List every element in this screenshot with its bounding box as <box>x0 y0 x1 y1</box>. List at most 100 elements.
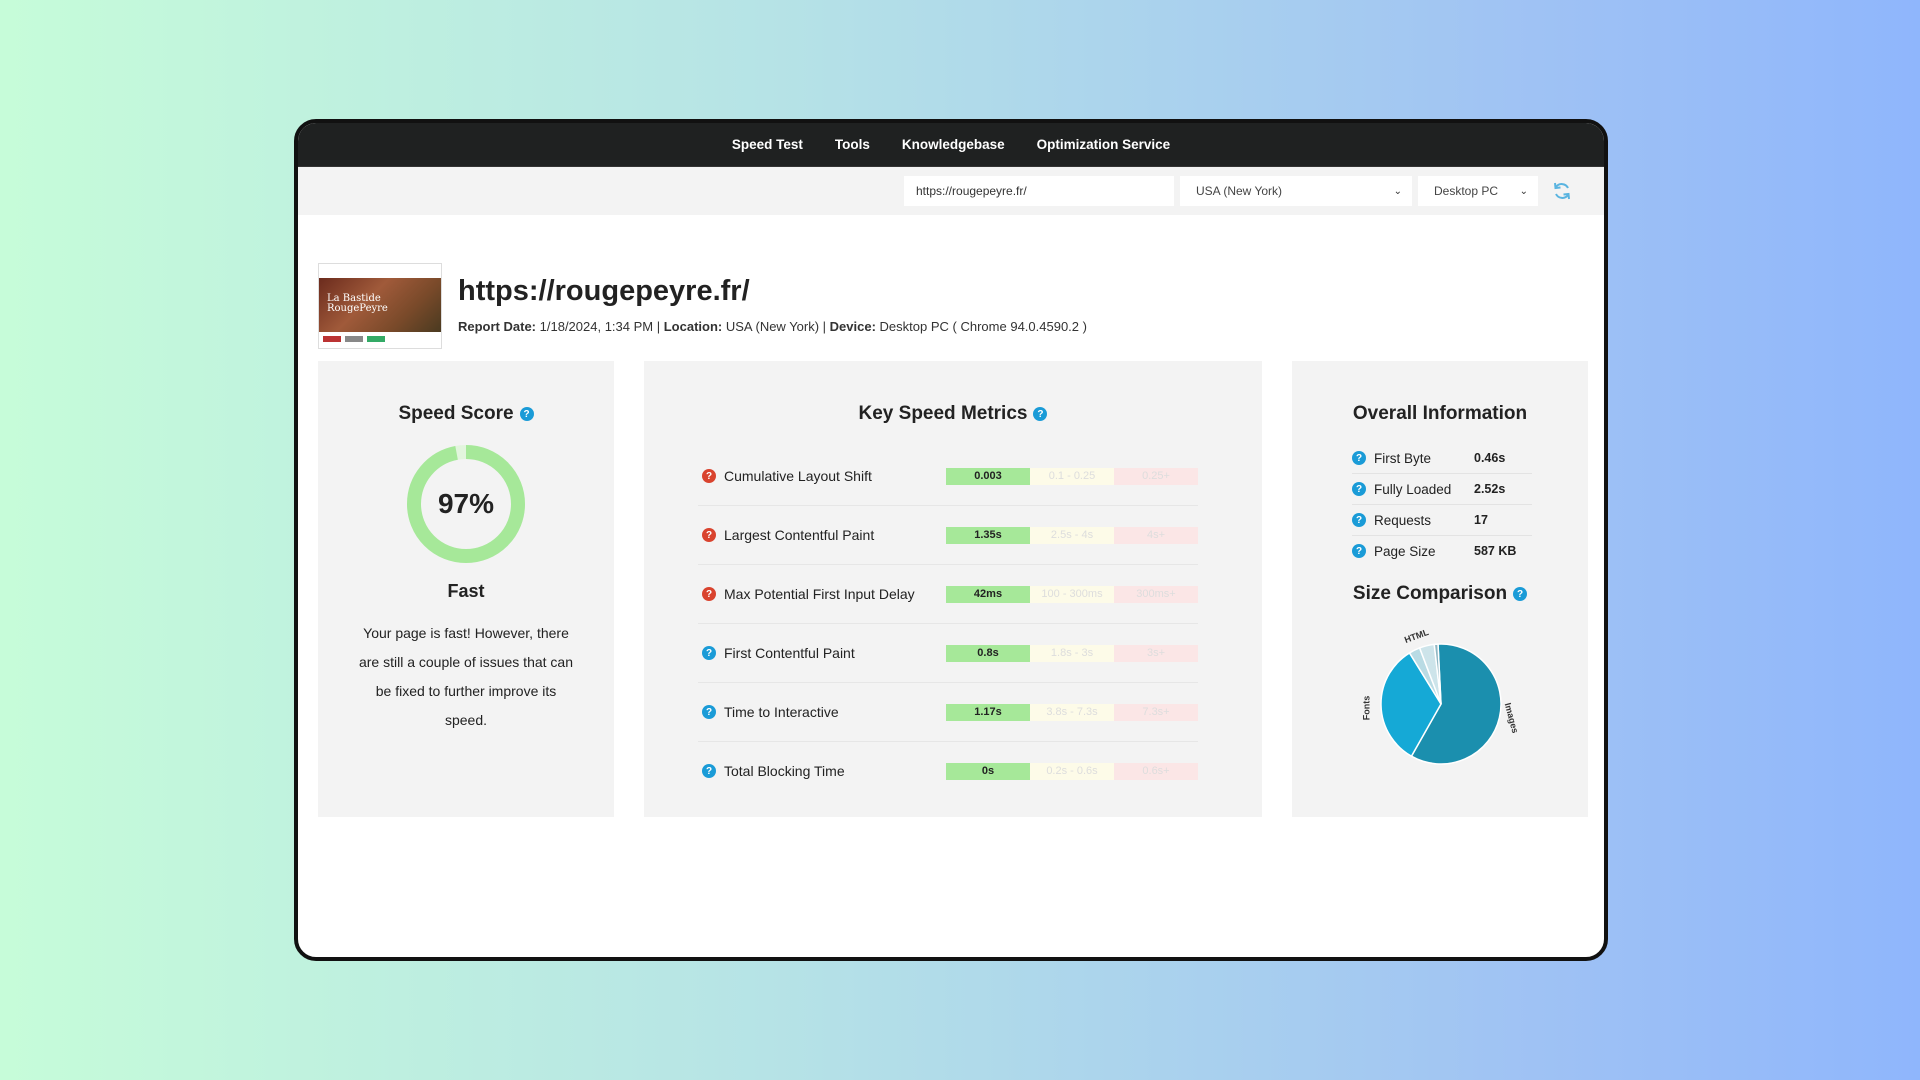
report-date-label: Report Date: <box>458 319 537 334</box>
size-comparison-title: Size Comparison ? <box>1292 583 1588 605</box>
help-icon[interactable]: ? <box>702 764 716 778</box>
top-navigation: Speed Test Tools Knowledgebase Optimizat… <box>298 123 1604 167</box>
size-comparison-title-text: Size Comparison <box>1352 583 1508 604</box>
info-row: ? Page Size 587 KB <box>1352 536 1532 566</box>
metric-mid-range: 0.2s - 0.6s <box>1030 762 1114 780</box>
key-metrics-card: Key Speed Metrics ? ? Cumulative Layout … <box>644 361 1262 817</box>
speed-score-title: Speed Score ? <box>318 403 614 425</box>
help-icon[interactable]: ? <box>519 407 534 421</box>
metric-bar: 1.35s 2.5s - 4s 4s+ <box>946 526 1198 544</box>
key-metrics-title: Key Speed Metrics ? <box>644 403 1262 425</box>
metric-value: 0.003 <box>946 467 1030 485</box>
metric-value: 42ms <box>946 585 1030 603</box>
report-location: USA (New York) <box>725 319 820 334</box>
metric-row: ? Largest Contentful Paint 1.35s 2.5s - … <box>698 506 1198 565</box>
location-select-value: USA (New York) <box>1196 184 1283 198</box>
metric-bad-range: 4s+ <box>1114 526 1198 544</box>
metric-value: 1.17s <box>946 703 1030 721</box>
help-icon[interactable]: ? <box>1352 513 1366 527</box>
report-date: 1/18/2024, 1:34 PM <box>539 319 654 334</box>
metric-bar: 0.8s 1.8s - 3s 3s+ <box>946 644 1198 662</box>
metric-name: Time to Interactive <box>724 704 839 720</box>
info-row: ? Requests 17 <box>1352 505 1532 536</box>
report-meta: Report Date: 1/18/2024, 1:34 PM | Locati… <box>458 319 1087 334</box>
info-label: First Byte <box>1374 450 1432 466</box>
info-label: Page Size <box>1374 543 1436 559</box>
help-icon[interactable]: ? <box>702 528 716 542</box>
metric-row: ? First Contentful Paint 0.8s 1.8s - 3s … <box>698 624 1198 683</box>
help-icon[interactable]: ? <box>702 646 716 660</box>
help-icon[interactable]: ? <box>1352 451 1366 465</box>
nav-tools[interactable]: Tools <box>834 137 870 152</box>
help-icon[interactable]: ? <box>1352 482 1366 496</box>
help-icon[interactable]: ? <box>702 469 716 483</box>
chevron-down-icon: ⌄ <box>1393 185 1402 197</box>
metric-mid-range: 0.1 - 0.25 <box>1030 467 1114 485</box>
thumbnail-caption: La Bastide RougePeyre <box>327 293 388 314</box>
url-input[interactable] <box>904 176 1174 206</box>
metric-bad-range: 7.3s+ <box>1114 703 1198 721</box>
metric-mid-range: 3.8s - 7.3s <box>1030 703 1114 721</box>
nav-optimization-service[interactable]: Optimization Service <box>1036 137 1171 152</box>
help-icon[interactable]: ? <box>1352 544 1366 558</box>
metric-name: Largest Contentful Paint <box>724 527 875 543</box>
speed-description: Your page is fast! However, there are st… <box>358 625 573 728</box>
speed-grade: Fast <box>447 581 485 601</box>
site-thumbnail: La Bastide RougePeyre <box>318 263 442 349</box>
metric-name: Total Blocking Time <box>724 763 845 779</box>
metric-row: ? Max Potential First Input Delay 42ms 1… <box>698 565 1198 624</box>
device-select[interactable]: Desktop PC ⌄ <box>1418 176 1538 206</box>
metric-bad-range: 3s+ <box>1114 644 1198 662</box>
overall-info-title: Overall Information <box>1352 403 1528 424</box>
report-header: La Bastide RougePeyre https://rougepeyre… <box>318 263 1588 363</box>
pie-slice-fonts <box>1380 651 1442 758</box>
page-title: https://rougepeyre.fr/ <box>458 275 750 307</box>
metric-mid-range: 2.5s - 4s <box>1030 526 1114 544</box>
size-comparison-pie <box>1380 643 1502 765</box>
help-icon[interactable]: ? <box>1513 587 1528 601</box>
report-browser: ( Chrome 94.0.4590.2 ) <box>952 319 1087 334</box>
metric-value: 0s <box>946 762 1030 780</box>
metric-bad-range: 0.25+ <box>1114 467 1198 485</box>
metrics-list: ? Cumulative Layout Shift 0.003 0.1 - 0.… <box>698 447 1198 800</box>
nav-knowledgebase[interactable]: Knowledgebase <box>901 137 1005 152</box>
device-label: Device: <box>829 319 876 334</box>
info-value: 17 <box>1474 513 1488 527</box>
metric-bar: 42ms 100 - 300ms 300ms+ <box>946 585 1198 603</box>
metric-mid-range: 1.8s - 3s <box>1030 644 1114 662</box>
nav-speed-test[interactable]: Speed Test <box>731 137 803 152</box>
metric-name: Cumulative Layout Shift <box>724 468 872 484</box>
metric-row: ? Total Blocking Time 0s 0.2s - 0.6s 0.6… <box>698 742 1198 800</box>
metric-name: First Contentful Paint <box>724 645 855 661</box>
device-select-value: Desktop PC <box>1434 184 1499 198</box>
location-select[interactable]: USA (New York) ⌄ <box>1180 176 1412 206</box>
browser-window: Speed Test Tools Knowledgebase Optimizat… <box>294 119 1608 961</box>
pie-slice-other-b <box>1433 643 1442 705</box>
metric-bad-range: 0.6s+ <box>1114 762 1198 780</box>
chevron-down-icon: ⌄ <box>1519 185 1528 197</box>
info-row: ? First Byte 0.46s <box>1352 443 1532 474</box>
help-icon[interactable]: ? <box>702 587 716 601</box>
metric-value: 1.35s <box>946 526 1030 544</box>
metric-mid-range: 100 - 300ms <box>1030 585 1114 603</box>
refresh-icon[interactable] <box>1552 181 1572 201</box>
speed-score-value: 97% <box>437 488 495 519</box>
info-label: Fully Loaded <box>1374 481 1452 497</box>
metric-bar: 0.003 0.1 - 0.25 0.25+ <box>946 467 1198 485</box>
key-metrics-title-text: Key Speed Metrics <box>858 403 1028 424</box>
metric-row: ? Cumulative Layout Shift 0.003 0.1 - 0.… <box>698 447 1198 506</box>
metric-bar: 0s 0.2s - 0.6s 0.6s+ <box>946 762 1198 780</box>
help-icon[interactable]: ? <box>702 705 716 719</box>
search-bar: USA (New York) ⌄ Desktop PC ⌄ <box>298 167 1604 215</box>
speed-score-title-text: Speed Score <box>398 403 514 424</box>
metric-name: Max Potential First Input Delay <box>724 586 915 602</box>
pie-slice-images <box>1410 643 1502 765</box>
pie-label-fonts: Fonts <box>1361 695 1372 721</box>
info-row: ? Fully Loaded 2.52s <box>1352 474 1532 505</box>
metric-row: ? Time to Interactive 1.17s 3.8s - 7.3s … <box>698 683 1198 742</box>
overall-info-card: Overall Information ? First Byte 0.46s ?… <box>1292 361 1588 817</box>
help-icon[interactable]: ? <box>1033 407 1048 421</box>
location-label: Location: <box>663 319 723 334</box>
info-label: Requests <box>1374 512 1432 528</box>
metric-bar: 1.17s 3.8s - 7.3s 7.3s+ <box>946 703 1198 721</box>
